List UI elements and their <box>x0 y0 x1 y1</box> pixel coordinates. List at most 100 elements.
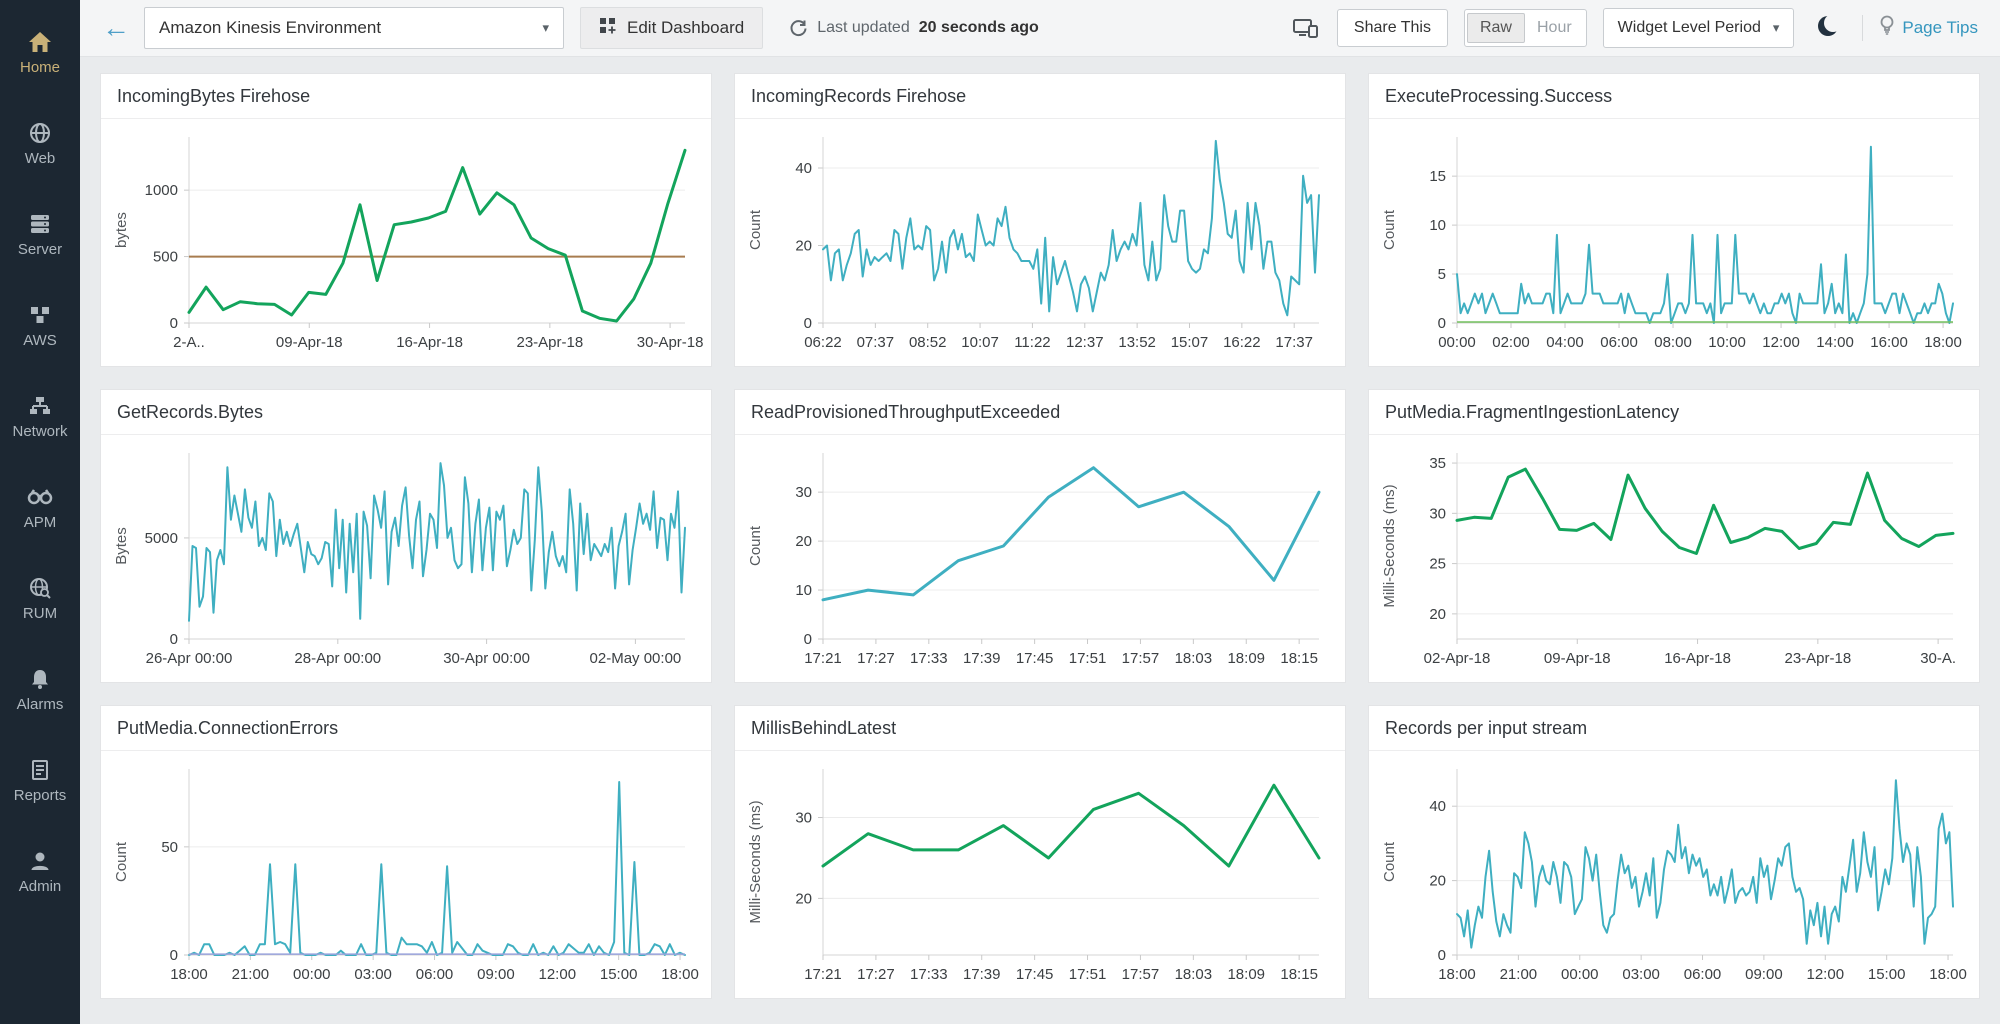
svg-text:17:27: 17:27 <box>857 650 895 667</box>
svg-text:Milli-Seconds (ms): Milli-Seconds (ms) <box>1381 484 1398 607</box>
sidebar-item-admin[interactable]: Admin <box>0 827 80 918</box>
devices-icon[interactable] <box>1292 17 1319 39</box>
svg-text:12:00: 12:00 <box>1762 334 1800 351</box>
svg-text:18:03: 18:03 <box>1175 966 1213 983</box>
svg-text:12:00: 12:00 <box>1807 966 1845 983</box>
back-arrow-icon[interactable]: ← <box>102 12 130 43</box>
person-icon <box>29 850 51 872</box>
svg-text:10:00: 10:00 <box>1708 334 1746 351</box>
widget-getrecords-bytes: GetRecords.Bytes 0 5000 26-Apr 00:00 28-Apr… <box>100 389 712 683</box>
svg-text:00:00: 00:00 <box>1438 334 1476 351</box>
svg-text:15:00: 15:00 <box>1868 966 1906 983</box>
sidebar-item-web[interactable]: Web <box>0 99 80 190</box>
line-chart: 0 10 20 30 17:21 17:27 17:33 17:39 17:45 17:51 17:… <box>735 435 1345 683</box>
binoculars-icon <box>27 486 53 508</box>
svg-text:02:00: 02:00 <box>1492 334 1530 351</box>
sidebar-item-label: Reports <box>13 787 67 804</box>
svg-text:06:00: 06:00 <box>1600 334 1638 351</box>
widget-readprovisionedthroughputexceeded: ReadProvisionedThroughputExceeded 0 10 20 3… <box>734 389 1346 683</box>
svg-text:Count: Count <box>1381 841 1398 882</box>
svg-text:17:21: 17:21 <box>804 966 842 983</box>
svg-text:18:00: 18:00 <box>1929 966 1967 983</box>
svg-text:0: 0 <box>170 947 178 964</box>
sidebar-item-alarms[interactable]: Alarms <box>0 645 80 736</box>
sidebar-item-server[interactable]: Server <box>0 190 80 281</box>
sidebar-item-apm[interactable]: APM <box>0 463 80 554</box>
sidebar-item-rum[interactable]: RUM <box>0 554 80 645</box>
widget-title: IncomingRecords Firehose <box>735 74 1345 119</box>
svg-text:23-Apr-18: 23-Apr-18 <box>516 334 583 351</box>
svg-text:500: 500 <box>153 249 178 266</box>
last-updated-prefix: Last updated <box>817 19 910 36</box>
svg-text:17:33: 17:33 <box>910 650 948 667</box>
svg-text:21:00: 21:00 <box>232 966 270 983</box>
svg-text:20: 20 <box>795 533 812 550</box>
dark-mode-moon-icon[interactable] <box>1816 13 1843 43</box>
svg-text:00:00: 00:00 <box>293 966 331 983</box>
svg-text:5000: 5000 <box>145 530 178 547</box>
sidebar-item-label: Server <box>17 241 63 258</box>
svg-text:18:00: 18:00 <box>170 966 208 983</box>
widget-records-per-input-stream: Records per input stream 0 20 40 18:00 21:00… <box>1368 705 1980 999</box>
dashboard-select[interactable]: Amazon Kinesis Environment ▾ <box>144 7 564 49</box>
svg-text:16-Apr-18: 16-Apr-18 <box>396 334 463 351</box>
widget-level-period-select[interactable]: Widget Level Period ▾ <box>1602 8 1795 48</box>
divider <box>1862 15 1864 41</box>
svg-text:06:22: 06:22 <box>804 334 842 351</box>
sidebar-item-home[interactable]: Home <box>0 8 80 99</box>
svg-text:15:00: 15:00 <box>600 966 638 983</box>
widget-putmedia-connectionerrors: PutMedia.ConnectionErrors 0 50 18:00 21:00 0… <box>100 705 712 999</box>
sidebar-item-label: Admin <box>18 878 62 895</box>
svg-text:03:00: 03:00 <box>354 966 392 983</box>
sidebar-item-network[interactable]: Network <box>0 372 80 463</box>
widget-incomingbytes-firehose: IncomingBytes Firehose 0 500 1000 2-A.. 09-A… <box>100 73 712 367</box>
svg-text:20: 20 <box>1429 606 1446 623</box>
svg-text:30-Apr-18: 30-Apr-18 <box>637 334 704 351</box>
network-icon <box>29 395 51 417</box>
widget-millisbehindlatest: MillisBehindLatest 20 30 17:21 17:27 17:33 17… <box>734 705 1346 999</box>
svg-text:21:00: 21:00 <box>1500 966 1538 983</box>
svg-text:30-A.: 30-A. <box>1920 650 1956 667</box>
svg-text:Milli-Seconds (ms): Milli-Seconds (ms) <box>747 800 764 923</box>
report-icon <box>29 759 51 781</box>
svg-text:17:33: 17:33 <box>910 966 948 983</box>
toggle-hour[interactable]: Hour <box>1536 19 1572 36</box>
svg-text:18:00: 18:00 <box>1924 334 1962 351</box>
edit-dashboard-button[interactable]: Edit Dashboard <box>580 7 764 49</box>
svg-text:17:37: 17:37 <box>1275 334 1313 351</box>
svg-text:16:22: 16:22 <box>1223 334 1261 351</box>
svg-text:04:00: 04:00 <box>1546 334 1584 351</box>
widget-title: IncomingBytes Firehose <box>101 74 711 119</box>
toggle-raw[interactable]: Raw <box>1466 13 1525 43</box>
svg-text:13:52: 13:52 <box>1118 334 1156 351</box>
widget-level-period-label: Widget Level Period <box>1617 19 1761 36</box>
widget-grid: IncomingBytes Firehose 0 500 1000 2-A.. 09-A… <box>100 73 1980 999</box>
sidebar-item-aws[interactable]: AWS <box>0 281 80 372</box>
sidebar-item-label: Alarms <box>16 696 64 713</box>
svg-text:17:39: 17:39 <box>963 966 1001 983</box>
svg-text:12:37: 12:37 <box>1066 334 1104 351</box>
svg-text:09-Apr-18: 09-Apr-18 <box>1544 650 1611 667</box>
refresh-icon[interactable] <box>789 19 808 38</box>
svg-text:Count: Count <box>747 209 764 250</box>
line-chart: 0 500 1000 2-A.. 09-Apr-18 16-Apr-18 23-Apr-18… <box>101 119 711 367</box>
share-this-button[interactable]: Share This <box>1336 9 1448 47</box>
svg-text:10:07: 10:07 <box>961 334 999 351</box>
svg-text:02-Apr-18: 02-Apr-18 <box>1424 650 1491 667</box>
svg-text:30: 30 <box>1429 505 1446 522</box>
svg-text:07:37: 07:37 <box>857 334 895 351</box>
home-icon <box>28 31 52 53</box>
sidebar: Home Web Server AWS Network APM RUM <box>0 0 80 1024</box>
svg-text:11:22: 11:22 <box>1014 334 1050 351</box>
svg-text:30: 30 <box>795 810 812 827</box>
page-tips-link[interactable]: Page Tips <box>1879 15 1978 41</box>
svg-text:09-Apr-18: 09-Apr-18 <box>276 334 343 351</box>
line-chart: 0 5000 26-Apr 00:00 28-Apr 00:00 30-Apr 00:0… <box>101 435 711 683</box>
svg-text:06:00: 06:00 <box>416 966 454 983</box>
sidebar-item-reports[interactable]: Reports <box>0 736 80 827</box>
line-chart: 0 20 40 18:00 21:00 00:00 03:00 06:00 09:00 12:00… <box>1369 751 1979 999</box>
svg-text:08:52: 08:52 <box>909 334 947 351</box>
svg-text:0: 0 <box>170 315 178 332</box>
svg-text:15: 15 <box>1429 168 1446 185</box>
top-bar: ← Amazon Kinesis Environment ▾ Edit Dash… <box>80 0 2000 57</box>
